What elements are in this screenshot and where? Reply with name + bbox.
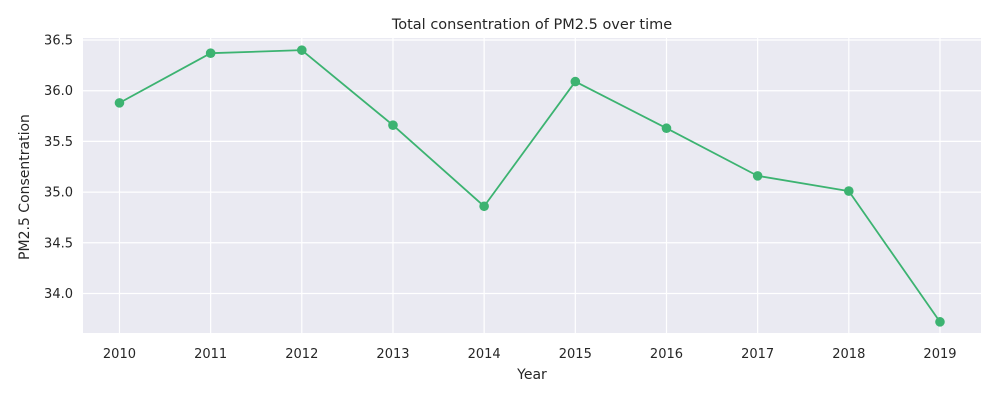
grid-lines bbox=[83, 38, 981, 333]
y-tick-label: 35.5 bbox=[44, 135, 73, 150]
x-tick-label: 2013 bbox=[376, 347, 409, 362]
y-tick-label: 35.0 bbox=[44, 186, 73, 201]
y-tick-label: 34.5 bbox=[44, 236, 73, 251]
data-point bbox=[479, 201, 489, 212]
x-tick-label: 2017 bbox=[741, 347, 774, 362]
series-line bbox=[119, 49, 941, 323]
x-tick-label: 2019 bbox=[923, 347, 956, 362]
y-tick-label: 34.0 bbox=[44, 287, 73, 302]
data-point bbox=[661, 123, 672, 134]
data-point bbox=[570, 76, 581, 87]
chart-title: Total consentration of PM2.5 over time bbox=[391, 17, 672, 33]
x-axis-ticks: 2010 2011 2012 2013 2014 2015 2016 2017 2018 2019 bbox=[103, 347, 957, 362]
data-point bbox=[205, 48, 216, 59]
x-tick-label: 2010 bbox=[103, 347, 136, 362]
data-point bbox=[114, 98, 125, 108]
x-axis-label: Year bbox=[516, 367, 547, 383]
y-axis-ticks: 34.0 34.5 35.0 35.5 36.0 36.5 bbox=[44, 34, 73, 302]
x-tick-label: 2018 bbox=[832, 347, 865, 362]
data-point bbox=[752, 171, 763, 181]
y-tick-label: 36.5 bbox=[44, 34, 73, 49]
x-tick-label: 2012 bbox=[285, 347, 318, 362]
x-tick-label: 2011 bbox=[194, 347, 227, 362]
data-point bbox=[844, 186, 854, 196]
plot-area bbox=[83, 38, 981, 333]
x-tick-label: 2016 bbox=[650, 347, 683, 362]
data-point bbox=[297, 45, 307, 55]
y-tick-label: 36.0 bbox=[44, 84, 73, 99]
data-points bbox=[114, 45, 945, 327]
data-point bbox=[935, 317, 945, 327]
y-axis-label: PM2.5 Consentration bbox=[17, 114, 33, 260]
x-tick-label: 2015 bbox=[559, 347, 592, 362]
data-point bbox=[388, 120, 398, 130]
x-tick-label: 2014 bbox=[468, 347, 501, 362]
